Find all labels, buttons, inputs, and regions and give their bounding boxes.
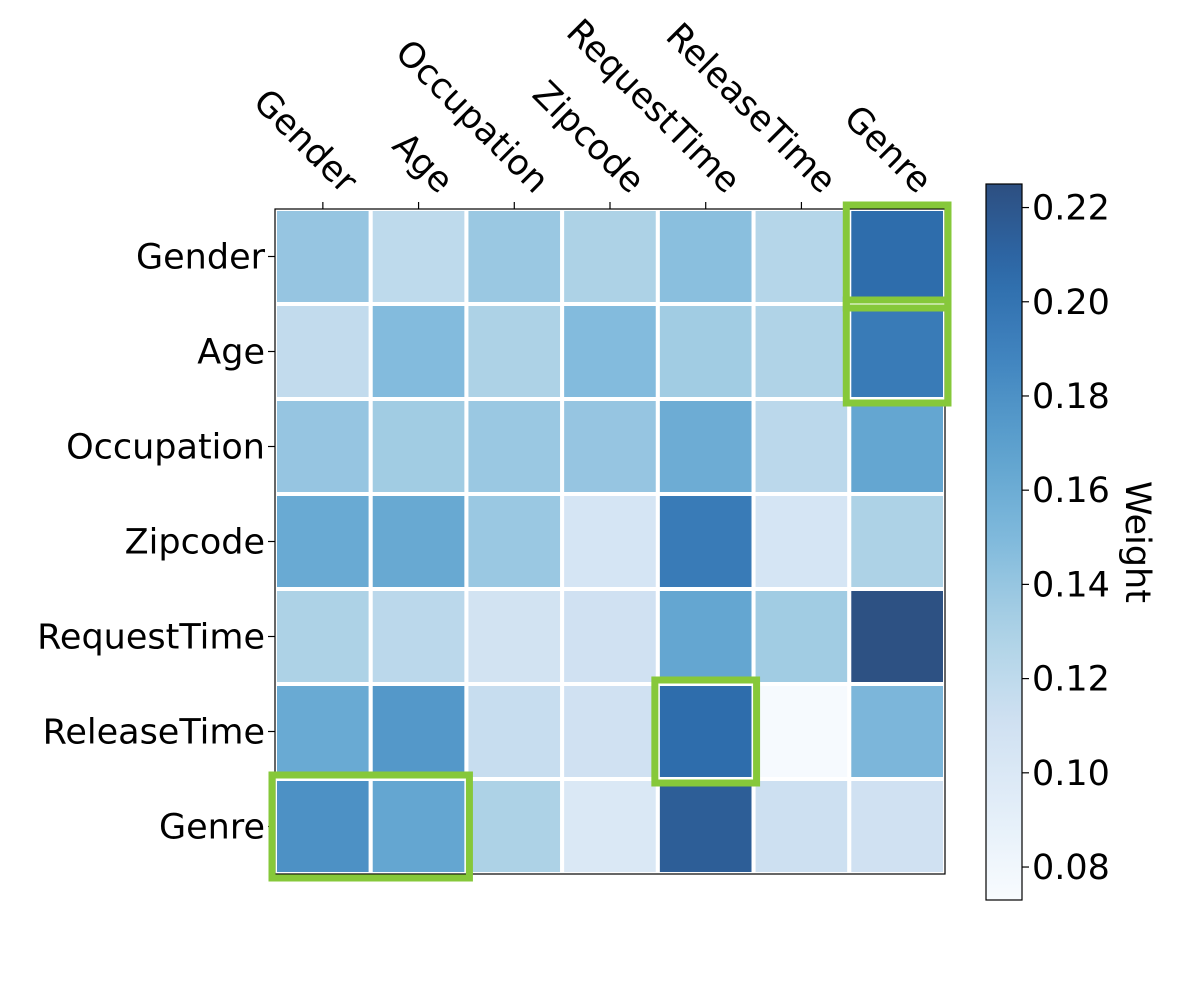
highlight-box <box>842 201 952 312</box>
colorbar-tick-label: 0.14 <box>1032 565 1110 605</box>
colorbar-tick-label: 0.20 <box>1032 283 1110 323</box>
y-tick-label: ReleaseTime <box>43 713 265 753</box>
colorbar-tick-label: 0.22 <box>1032 189 1110 229</box>
colorbar: 0.08 0.10 0.12 0.14 0.16 0.18 0.20 0.22 Weight <box>985 183 1157 901</box>
heatmap-cells <box>273 207 947 876</box>
heatmap-cell <box>464 682 565 781</box>
heatmap-cell <box>368 207 469 306</box>
heatmap-cell <box>847 302 947 401</box>
heatmap-cell <box>751 207 852 306</box>
colorbar-gradient <box>985 183 1023 901</box>
highlight-boxes <box>268 201 952 882</box>
heatmap-cell <box>847 777 947 876</box>
heatmap-cell <box>560 492 660 591</box>
heatmap-cell <box>273 492 373 591</box>
heatmap-cell <box>273 397 373 496</box>
heatmap-cell <box>751 397 852 496</box>
y-tick-label: Gender <box>136 238 266 278</box>
highlight-box <box>651 676 761 787</box>
y-tick-label: Occupation <box>66 428 265 468</box>
heatmap-cell <box>655 682 756 781</box>
colorbar-tick-label: 0.16 <box>1032 471 1110 511</box>
heatmap-cell <box>464 587 565 686</box>
heatmap-cell <box>368 777 469 876</box>
colorbar-tick-label: 0.18 <box>1032 377 1110 417</box>
heatmap-cell <box>751 492 852 591</box>
heatmap-cell <box>655 397 756 496</box>
colorbar-tick-label: 0.10 <box>1032 754 1110 794</box>
y-tick-label: Age <box>197 333 265 373</box>
heatmap-cell <box>560 682 660 781</box>
heatmap-cell <box>464 777 565 876</box>
heatmap-cell <box>655 777 756 876</box>
heatmap-cell <box>655 302 756 401</box>
heatmap-cell <box>464 207 565 306</box>
colorbar-ticks: 0.08 0.10 0.12 0.14 0.16 0.18 0.20 0.22 <box>1022 189 1110 888</box>
highlight-box <box>842 296 952 407</box>
heatmap-cell <box>368 682 469 781</box>
heatmap-cell <box>273 207 373 306</box>
heatmap-cell <box>560 587 660 686</box>
y-tick-label: Zipcode <box>125 523 265 563</box>
heatmap-cell <box>273 302 373 401</box>
heatmap-cell <box>847 207 947 306</box>
heatmap-cell <box>751 302 852 401</box>
heatmap-cell <box>751 587 852 686</box>
heatmap-cell <box>847 587 947 686</box>
x-axis-ticks: Gender AgeOccupationZipcodeRequestTimeRel… <box>245 12 939 209</box>
x-tick-label: Genre <box>836 98 939 201</box>
heatmap-cell <box>273 682 373 781</box>
x-tick-label: Age <box>384 125 460 201</box>
heatmap-cell <box>847 492 947 591</box>
heatmap-cell <box>560 302 660 401</box>
highlight-box <box>268 771 473 882</box>
heatmap-cell <box>751 682 852 781</box>
x-tick-label: Gender <box>245 82 365 202</box>
colorbar-tick-label: 0.08 <box>1032 848 1110 888</box>
heatmap-cell <box>847 682 947 781</box>
x-tick-label: ReleaseTime <box>658 16 844 202</box>
heatmap-cell <box>368 397 469 496</box>
y-tick-label: RequestTime <box>37 618 265 658</box>
heatmap-cell <box>464 397 565 496</box>
heatmap-cell <box>368 302 469 401</box>
heatmap-cell <box>273 587 373 686</box>
y-axis-ticks: Gender Age Occupation Zipcode RequestTime Rel… <box>37 238 275 848</box>
heatmap-cell <box>847 397 947 496</box>
colorbar-tick-label: 0.12 <box>1032 660 1110 700</box>
heatmap-cell <box>464 492 565 591</box>
colorbar-label: Weight <box>1117 481 1157 603</box>
heatmap-cell <box>655 587 756 686</box>
heatmap-cell <box>751 777 852 876</box>
heatmap-cell <box>464 302 565 401</box>
heatmap-cell <box>368 492 469 591</box>
y-tick-label: Genre <box>159 808 265 848</box>
heatmap-cell <box>560 777 660 876</box>
heatmap-cell <box>368 587 469 686</box>
heatmap-cell <box>655 492 756 591</box>
heatmap-cell <box>560 397 660 496</box>
heatmap-cell <box>273 777 373 876</box>
heatmap-cell <box>655 207 756 306</box>
heatmap-cell <box>560 207 660 306</box>
